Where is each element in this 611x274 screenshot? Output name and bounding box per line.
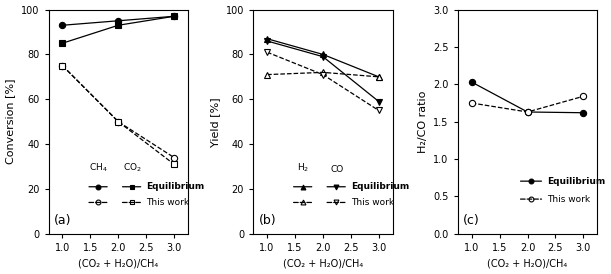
X-axis label: (CO₂ + H₂O)/CH₄: (CO₂ + H₂O)/CH₄ — [78, 258, 158, 269]
Text: (a): (a) — [54, 214, 71, 227]
Line: Equilibrium: Equilibrium — [469, 79, 587, 116]
Line: This work: This work — [469, 93, 587, 115]
Equilibrium — [580, 111, 587, 114]
Equilibrium — [524, 110, 531, 114]
Text: H$_2$: H$_2$ — [297, 162, 310, 175]
Y-axis label: H₂/CO ratio: H₂/CO ratio — [418, 90, 428, 153]
This work — [524, 110, 531, 114]
Equilibrium — [468, 81, 475, 84]
X-axis label: (CO₂ + H₂O)/CH₄: (CO₂ + H₂O)/CH₄ — [283, 258, 363, 269]
Text: Equilibrium: Equilibrium — [146, 182, 205, 191]
This work — [580, 95, 587, 98]
Text: Equilibrium: Equilibrium — [351, 182, 409, 191]
Text: (b): (b) — [258, 214, 276, 227]
This work — [468, 101, 475, 105]
Text: CO$_2$: CO$_2$ — [123, 162, 142, 175]
Text: (c): (c) — [463, 214, 480, 227]
Y-axis label: Yield [%]: Yield [%] — [210, 97, 220, 147]
Text: CH$_4$: CH$_4$ — [89, 162, 108, 175]
X-axis label: (CO₂ + H₂O)/CH₄: (CO₂ + H₂O)/CH₄ — [488, 258, 568, 269]
Text: This work: This work — [146, 198, 189, 207]
Text: Equilibrium: Equilibrium — [547, 177, 606, 186]
Text: This work: This work — [547, 195, 590, 204]
Y-axis label: Conversion [%]: Conversion [%] — [5, 79, 15, 164]
Text: This work: This work — [351, 198, 394, 207]
Text: CO: CO — [331, 165, 343, 175]
